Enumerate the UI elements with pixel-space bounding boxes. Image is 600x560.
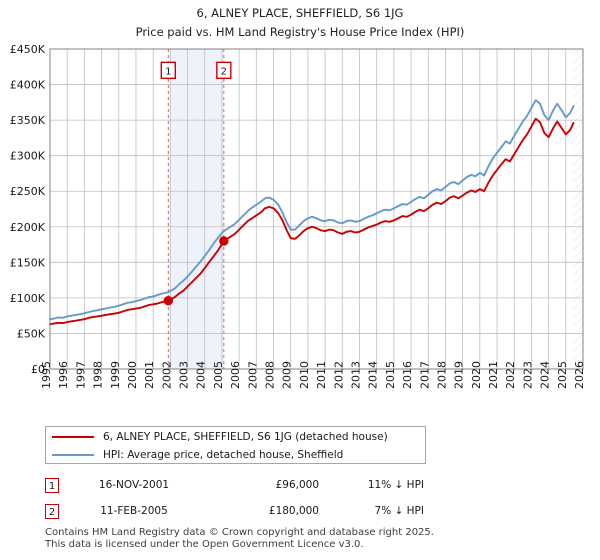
svg-text:1995: 1995	[40, 361, 53, 389]
svg-text:2006: 2006	[229, 361, 242, 389]
svg-text:£400K: £400K	[10, 79, 46, 92]
svg-text:2003: 2003	[178, 361, 191, 389]
attribution-footer: Contains HM Land Registry data © Crown c…	[45, 527, 585, 551]
svg-text:2002: 2002	[160, 361, 173, 389]
legend-item-property: 6, ALNEY PLACE, SHEFFIELD, S6 1JG (detac…	[46, 428, 425, 446]
page-subtitle: Price paid vs. HM Land Registry's House …	[135, 25, 465, 39]
legend-swatch-hpi	[52, 454, 94, 456]
svg-text:2011: 2011	[315, 361, 328, 389]
legend-label-property: 6, ALNEY PLACE, SHEFFIELD, S6 1JG (detac…	[103, 431, 388, 443]
transaction-hpi-delta-1: 11% ↓ HPI	[367, 479, 424, 491]
highlight-band	[168, 49, 224, 369]
legend-item-hpi: HPI: Average price, detached house, Shef…	[46, 446, 425, 464]
transaction-date-1: 16-NOV-2001	[98, 479, 170, 491]
svg-text:£250K: £250K	[10, 185, 46, 198]
chart-series	[49, 99, 575, 326]
page-title: 6, ALNEY PLACE, SHEFFIELD, S6 1JG	[196, 6, 404, 20]
svg-text:1997: 1997	[74, 361, 87, 389]
transaction-date-2: 11-FEB-2005	[100, 505, 168, 517]
svg-text:2022: 2022	[504, 361, 517, 389]
x-axis-labels: 1995 1996 1997 1998 1999 2000 2001 2002 2003 2004…	[40, 361, 586, 389]
table-row[interactable]: 2 11-FEB-2005 £180,000 7% ↓ HPI	[45, 498, 465, 524]
y-axis-labels: £0 £50K £100K £150K £200K £250K £300K £350K £400…	[10, 43, 46, 376]
series-line-hpi	[49, 99, 575, 321]
svg-text:2005: 2005	[212, 361, 225, 389]
svg-text:2010: 2010	[298, 361, 311, 389]
transactions-table: 1 16-NOV-2001 £96,000 11% ↓ HPI 2 11-FEB…	[45, 472, 465, 524]
footer-copyright: Contains HM Land Registry data © Crown c…	[45, 527, 434, 538]
svg-text:£50K: £50K	[17, 327, 46, 340]
svg-text:2023: 2023	[521, 361, 534, 389]
table-row[interactable]: 1 16-NOV-2001 £96,000 11% ↓ HPI	[45, 472, 465, 498]
svg-text:2019: 2019	[453, 361, 466, 389]
svg-text:1999: 1999	[109, 361, 122, 389]
svg-text:2020: 2020	[470, 361, 483, 389]
svg-text:2: 2	[221, 66, 227, 77]
svg-text:2000: 2000	[126, 361, 139, 389]
svg-text:2026: 2026	[573, 361, 586, 389]
svg-text:£100K: £100K	[10, 292, 46, 305]
svg-text:£150K: £150K	[10, 256, 46, 269]
chart-legend: 6, ALNEY PLACE, SHEFFIELD, S6 1JG (detac…	[45, 426, 426, 464]
svg-text:£300K: £300K	[10, 150, 46, 163]
svg-text:2025: 2025	[556, 361, 569, 389]
chart-titles: 6, ALNEY PLACE, SHEFFIELD, S6 1JG Price …	[0, 0, 600, 40]
legend-swatch-property	[52, 436, 94, 438]
svg-text:1: 1	[165, 66, 171, 77]
transaction-badge-2[interactable]: 2	[45, 503, 59, 519]
svg-text:1998: 1998	[92, 361, 105, 389]
svg-text:2012: 2012	[332, 361, 345, 389]
transaction-price-1: £96,000	[275, 479, 319, 491]
svg-text:2001: 2001	[143, 361, 156, 389]
series-line-property	[49, 117, 575, 326]
legend-label-hpi: HPI: Average price, detached house, Shef…	[103, 449, 344, 461]
transaction-badge-1[interactable]: 1	[45, 477, 59, 493]
svg-text:2021: 2021	[487, 361, 500, 389]
future-region-hatch	[573, 49, 583, 369]
svg-text:2024: 2024	[539, 361, 552, 389]
svg-text:2018: 2018	[435, 361, 448, 389]
svg-text:2014: 2014	[367, 361, 380, 389]
svg-text:1996: 1996	[57, 361, 70, 389]
svg-text:£350K: £350K	[10, 114, 46, 127]
footer-licence: This data is licensed under the Open Gov…	[45, 539, 364, 550]
svg-text:2013: 2013	[349, 361, 362, 389]
transaction-price-2: £180,000	[268, 505, 319, 517]
svg-text:2015: 2015	[384, 361, 397, 389]
svg-text:£450K: £450K	[10, 43, 46, 56]
svg-text:2008: 2008	[264, 361, 277, 389]
svg-text:£0: £0	[31, 363, 45, 376]
svg-text:2017: 2017	[418, 361, 431, 389]
svg-text:2016: 2016	[401, 361, 414, 389]
chart-frame	[49, 48, 584, 370]
transaction-hpi-delta-2: 7% ↓ HPI	[374, 505, 424, 517]
chart-gridlines	[49, 48, 584, 370]
svg-text:£200K: £200K	[10, 221, 46, 234]
svg-text:2009: 2009	[281, 361, 294, 389]
svg-text:2007: 2007	[246, 361, 259, 389]
svg-text:2004: 2004	[195, 361, 208, 389]
